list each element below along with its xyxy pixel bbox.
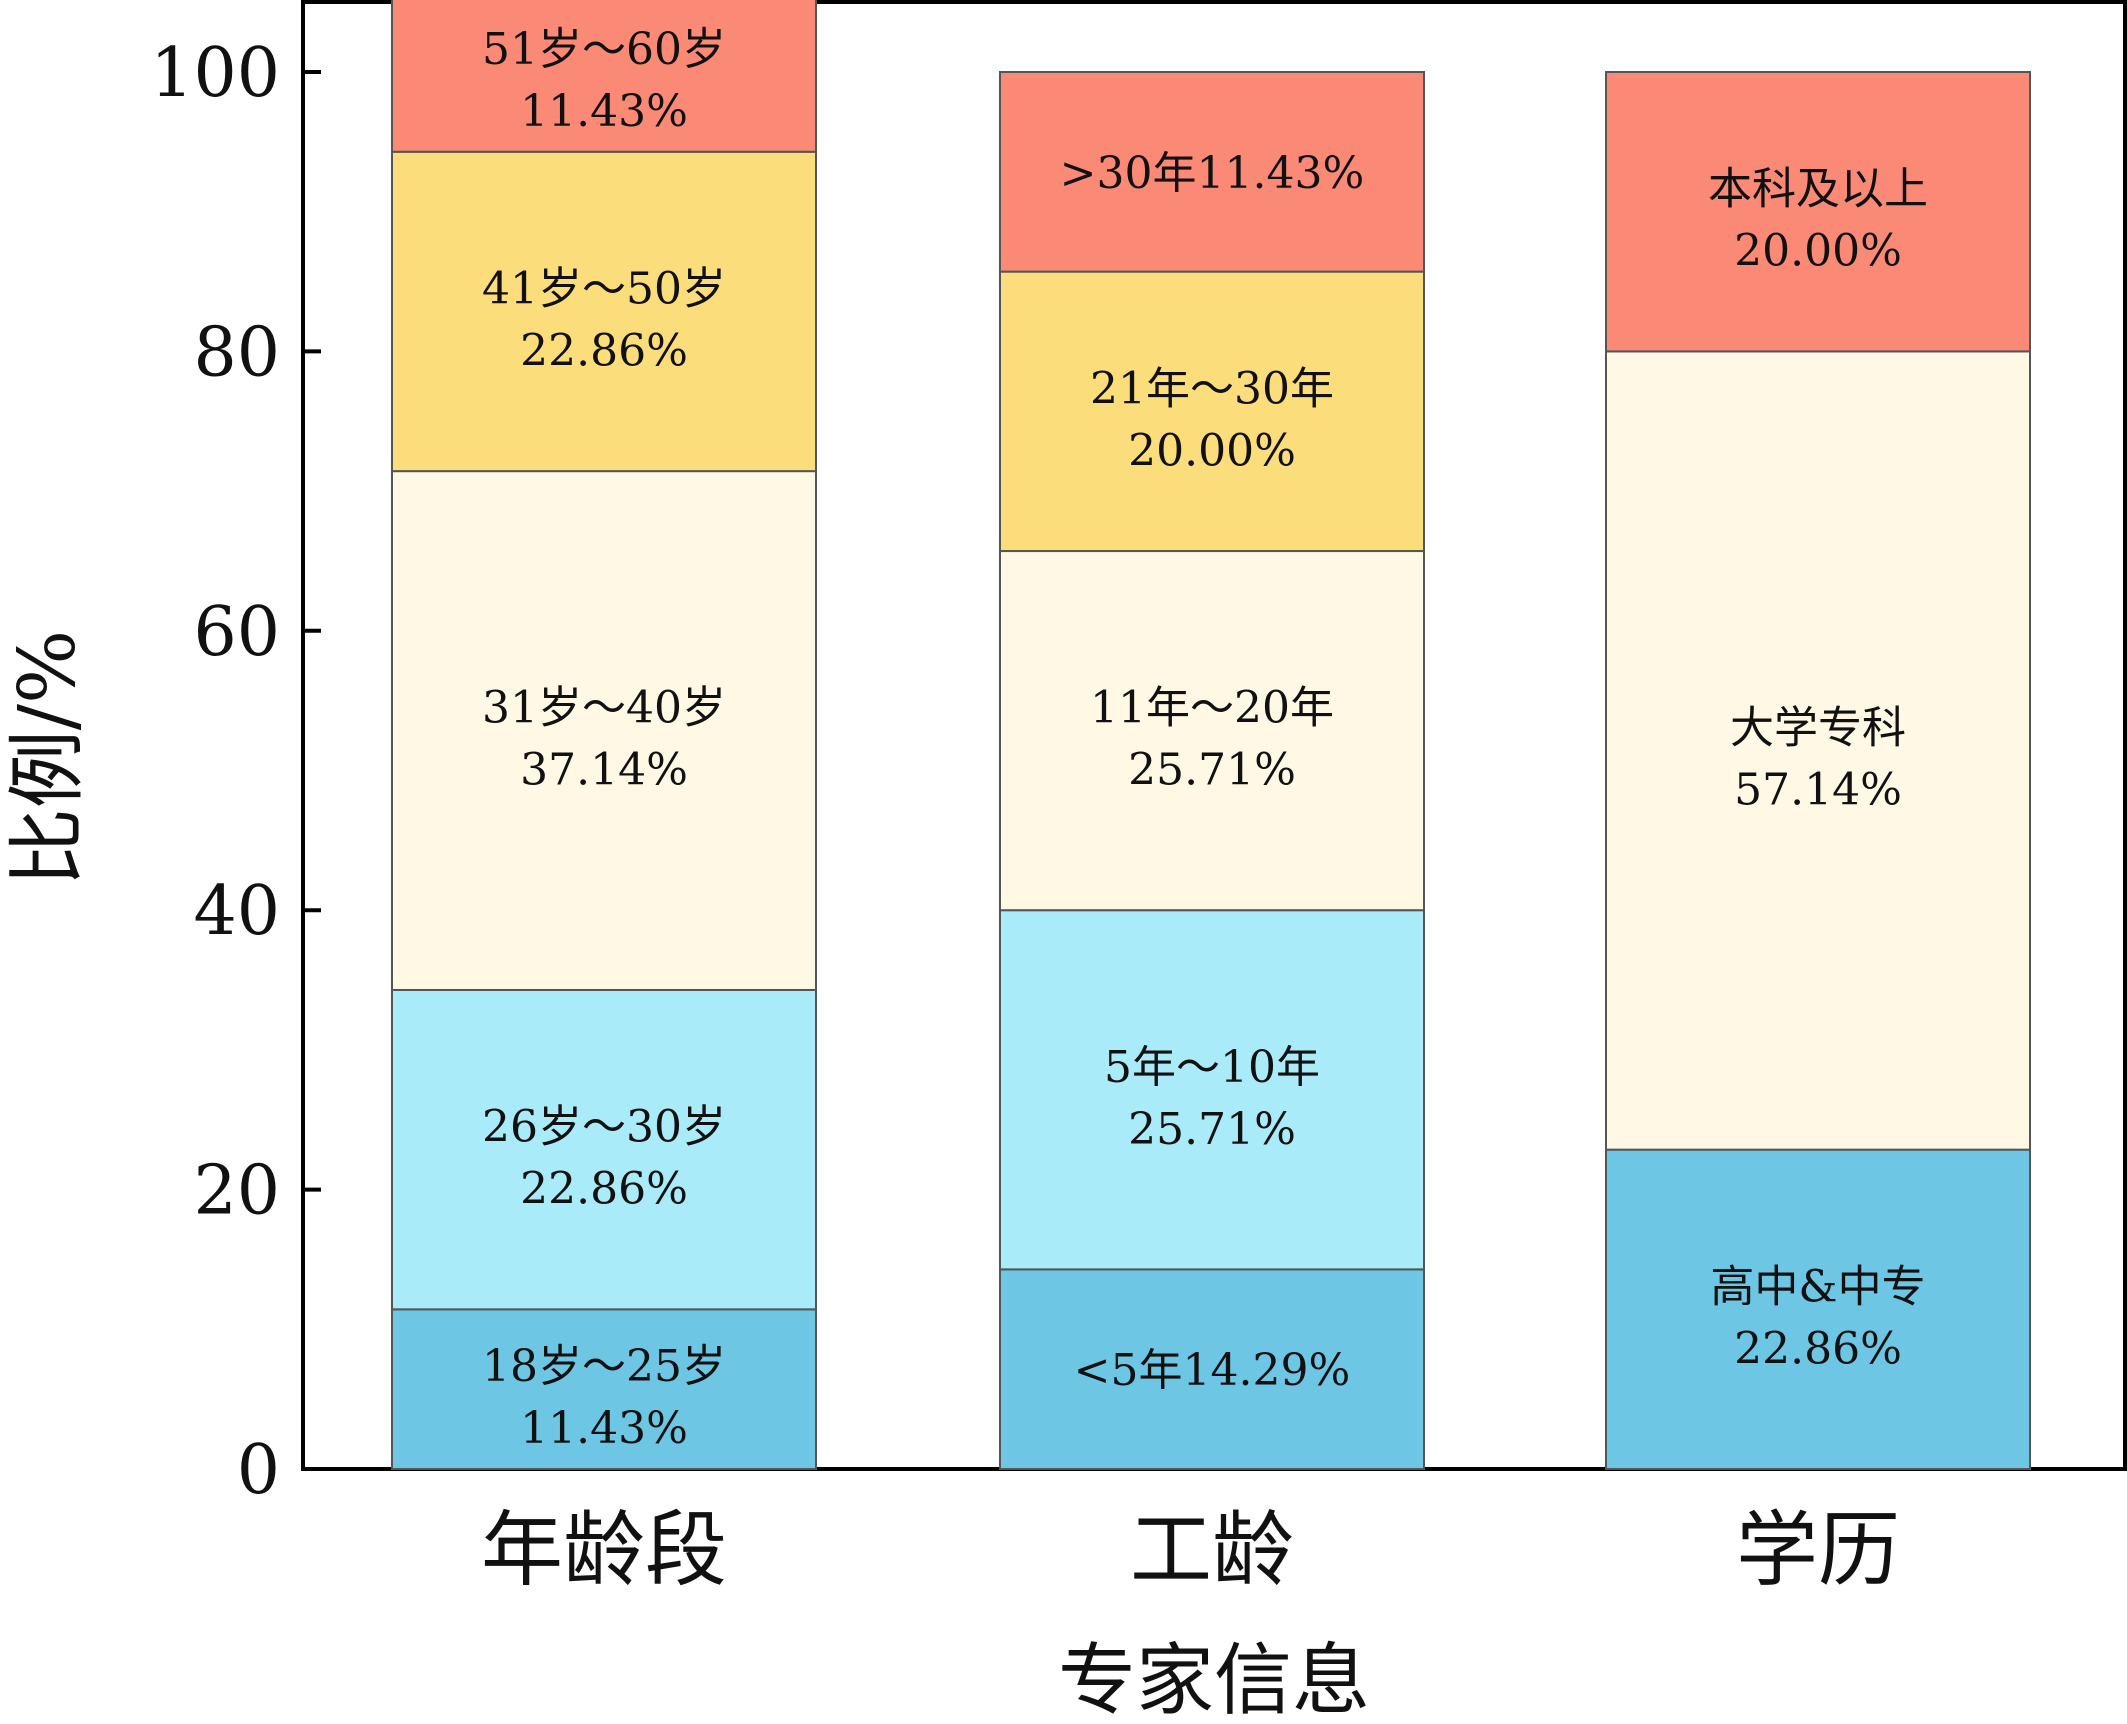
bar-segment-label: 本科及以上 bbox=[1708, 164, 1928, 215]
y-tick-label: 0 bbox=[237, 1431, 280, 1510]
bar-segment bbox=[999, 71, 1425, 273]
bar-segment-label: 高中&中专 bbox=[1710, 1261, 1925, 1312]
bar-segment-label: 51岁～60岁 bbox=[482, 24, 726, 75]
x-axis-title: 专家信息 bbox=[1058, 1636, 1370, 1724]
bar-segment-label: 26岁～30岁 bbox=[482, 1102, 726, 1153]
y-tick-label: 40 bbox=[193, 872, 280, 951]
bar-stack: 18岁～25岁 11.43% 26岁～30岁 22.86% 31岁～40岁 37.14% 4… bbox=[391, 0, 817, 1470]
x-category-label: 工龄 bbox=[1130, 1503, 1294, 1598]
y-tick-label: 60 bbox=[193, 593, 280, 672]
bar-segment bbox=[1605, 1148, 2031, 1470]
bar-segment-value: 37.14% bbox=[520, 745, 688, 796]
y-tick-label: 80 bbox=[193, 313, 280, 392]
bars: 18岁～25岁 11.43% 26岁～30岁 22.86% 31岁～40岁 37.14% 4… bbox=[391, 0, 2031, 1470]
y-tick-label: 20 bbox=[193, 1152, 280, 1231]
bar-segment-value: 20.00% bbox=[1128, 425, 1296, 476]
bar-segment bbox=[391, 0, 817, 153]
bar-segment bbox=[999, 909, 1425, 1271]
y-axis-title: 比例/% bbox=[3, 630, 93, 886]
bar-segment-label: 31岁～40岁 bbox=[482, 683, 726, 734]
bar-segment-value: 22.86% bbox=[520, 325, 688, 376]
x-category-label: 学历 bbox=[1736, 1503, 1900, 1598]
y-tick-label: 100 bbox=[150, 34, 280, 113]
bar-segment-value: 11.43% bbox=[520, 1403, 688, 1454]
bar-segment-label: 5年～10年 bbox=[1104, 1042, 1320, 1093]
bar-segment bbox=[999, 1268, 1425, 1470]
bar-stack: <5年14.29% 5年～10年 25.71% 11年～20年 25.71% 21年～30… bbox=[999, 71, 1425, 1470]
bar-segment bbox=[391, 1308, 817, 1470]
y-axis-ticks bbox=[303, 70, 321, 1471]
bar-segment-value: 22.86% bbox=[520, 1164, 688, 1215]
bar-segment bbox=[1605, 71, 2031, 353]
bar-segment bbox=[1605, 350, 2031, 1151]
bar-segment-label: 大学专科 bbox=[1730, 703, 1906, 754]
x-axis-category-labels: 年龄段 工龄 学历 bbox=[481, 1503, 1900, 1598]
bar-segment-value: 20.00% bbox=[1734, 226, 1902, 277]
bar-segment bbox=[999, 270, 1425, 553]
bar-segment-label: 11年～20年 bbox=[1090, 683, 1334, 734]
bar-segment-value: 22.86% bbox=[1734, 1323, 1902, 1374]
bar-segment-value: 11.43% bbox=[520, 86, 688, 137]
bar-segment-value: 25.71% bbox=[1128, 745, 1296, 796]
bar-segment bbox=[391, 150, 817, 473]
bar-segment-label: 21年～30年 bbox=[1090, 363, 1334, 414]
bar-segment-value: 25.71% bbox=[1128, 1104, 1296, 1155]
bar-segment-label: >30年11.43% bbox=[1060, 148, 1365, 199]
x-category-label: 年龄段 bbox=[481, 1503, 727, 1598]
y-axis-tick-labels: 0 20 40 60 80 100 bbox=[150, 34, 280, 1510]
bar-segment bbox=[999, 550, 1425, 912]
bar-segment bbox=[391, 988, 817, 1311]
bar-segment-label: 18岁～25岁 bbox=[482, 1341, 726, 1392]
bar-segment-label: 41岁～50岁 bbox=[482, 263, 726, 314]
bar-segment-label: <5年14.29% bbox=[1074, 1345, 1351, 1396]
bar-segment-value: 57.14% bbox=[1734, 765, 1902, 816]
bar-stack: 高中&中专 22.86% 大学专科 57.14% 本科及以上 20.00% bbox=[1605, 71, 2031, 1470]
